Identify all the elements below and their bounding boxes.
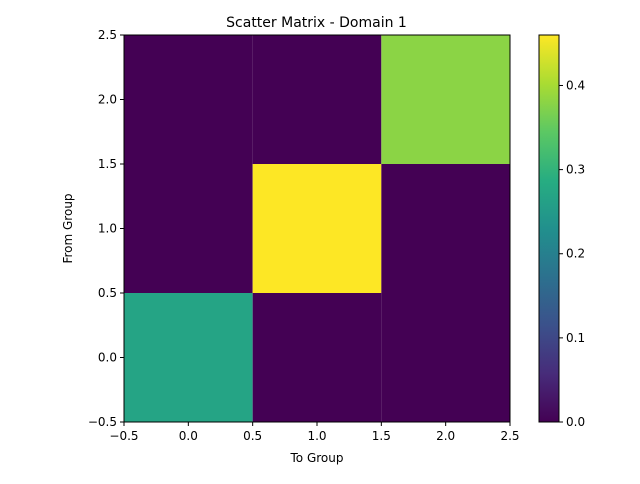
x-tick-label: 2.5	[500, 429, 519, 443]
colorbar-tick-label: 0.1	[566, 331, 585, 345]
x-tick-label: 0.5	[243, 429, 262, 443]
x-tick-label: 0.0	[179, 429, 198, 443]
colorbar-ticks: 0.0 0.1 0.2 0.3 0.4	[559, 78, 585, 429]
y-tick-label: 2.5	[98, 28, 117, 42]
y-tick-label: 1.5	[98, 157, 117, 171]
heatmap-cell	[381, 164, 510, 293]
heatmap-cell	[252, 293, 382, 422]
colorbar	[538, 34, 560, 423]
heatmap-cell	[124, 164, 253, 293]
x-tick-label: 1.5	[372, 429, 391, 443]
heatmap-cell	[124, 293, 253, 422]
y-tick-label: 0.5	[98, 286, 117, 300]
y-tick-label: 1.0	[98, 222, 117, 236]
colorbar-tick-label: 0.0	[566, 415, 585, 429]
heatmap-cells	[124, 35, 510, 422]
colorbar-tick-label: 0.4	[566, 78, 585, 92]
x-axis-label: To Group	[290, 451, 344, 465]
colorbar-tick-label: 0.2	[566, 247, 585, 261]
heatmap-cell	[124, 35, 253, 164]
heatmap-cell	[381, 35, 510, 164]
x-tick-label: 1.0	[307, 429, 326, 443]
heatmap-cell	[252, 164, 382, 293]
chart-title: Scatter Matrix - Domain 1	[226, 15, 407, 31]
heatmap-cell	[252, 35, 382, 164]
x-axis-ticks: −0.5 0.0 0.5 1.0 1.5 2.0 2.5	[109, 422, 520, 443]
x-tick-label: 2.0	[436, 429, 455, 443]
y-tick-label: 0.0	[98, 351, 117, 365]
y-tick-label: 2.0	[98, 93, 117, 107]
y-axis-ticks: −0.5 0.0 0.5 1.0 1.5 2.0 2.5	[88, 28, 124, 429]
heatmap-cell	[381, 293, 510, 422]
colorbar-tick-label: 0.3	[566, 163, 585, 177]
y-tick-label: −0.5	[88, 415, 117, 429]
y-axis-label: From Group	[61, 193, 75, 263]
x-tick-label: −0.5	[109, 429, 138, 443]
